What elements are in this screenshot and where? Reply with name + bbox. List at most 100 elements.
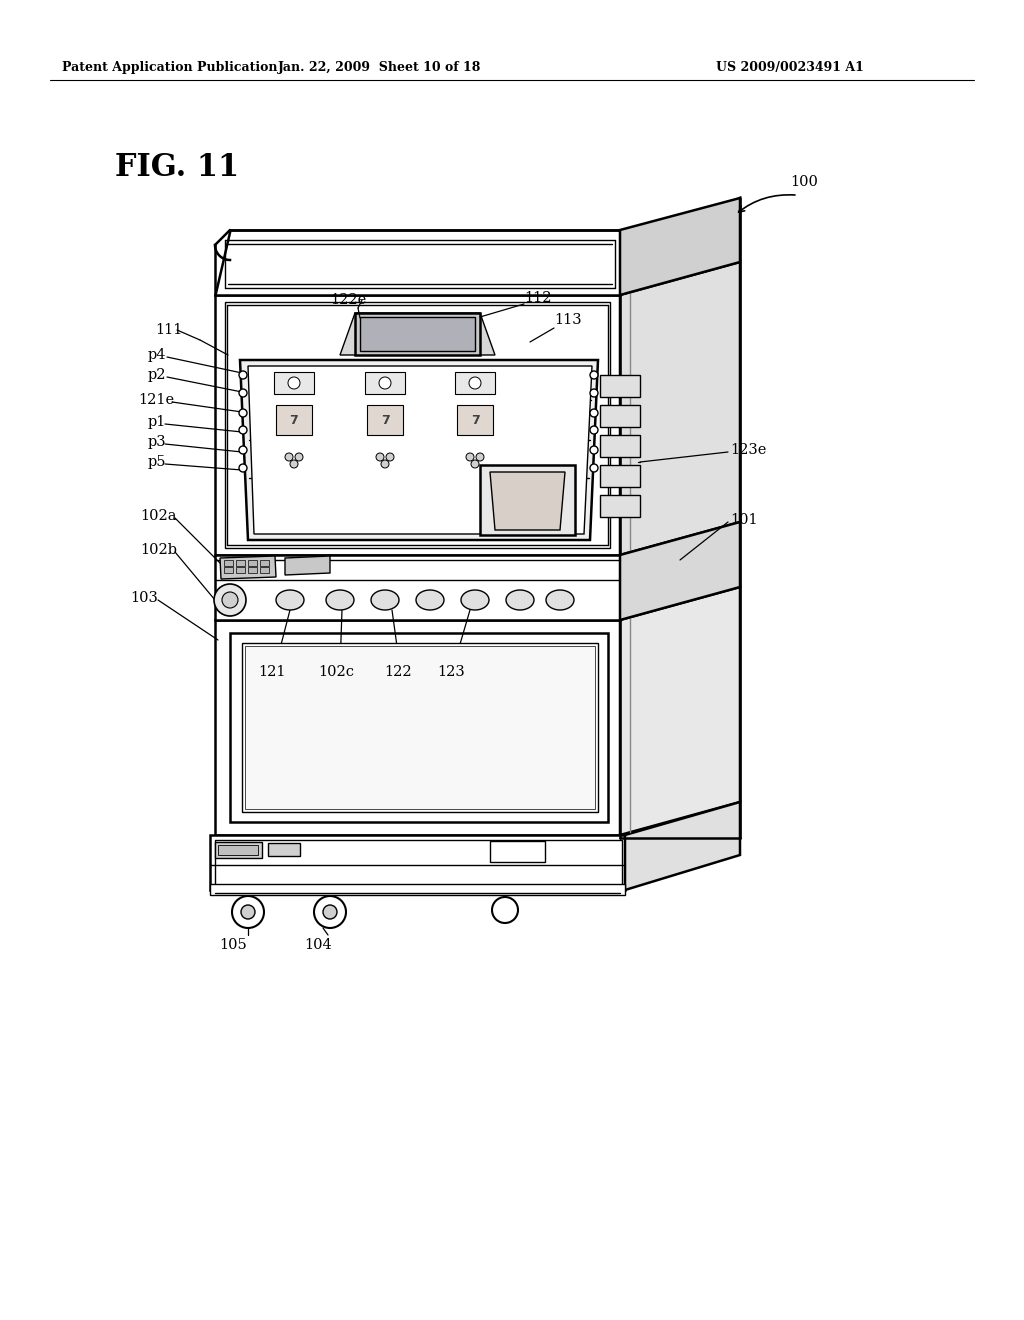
Polygon shape bbox=[620, 198, 740, 294]
Text: 7: 7 bbox=[471, 413, 479, 426]
Polygon shape bbox=[455, 372, 495, 393]
Circle shape bbox=[232, 896, 264, 928]
Polygon shape bbox=[276, 405, 312, 436]
Polygon shape bbox=[268, 843, 300, 855]
Polygon shape bbox=[248, 568, 257, 573]
Circle shape bbox=[241, 906, 255, 919]
Polygon shape bbox=[285, 556, 330, 576]
Polygon shape bbox=[365, 372, 406, 393]
Circle shape bbox=[323, 906, 337, 919]
Polygon shape bbox=[457, 405, 493, 436]
Circle shape bbox=[379, 378, 391, 389]
Polygon shape bbox=[215, 230, 620, 294]
Ellipse shape bbox=[276, 590, 304, 610]
Polygon shape bbox=[215, 840, 622, 886]
Text: p2: p2 bbox=[148, 368, 167, 381]
Text: Jan. 22, 2009  Sheet 10 of 18: Jan. 22, 2009 Sheet 10 of 18 bbox=[279, 62, 481, 74]
Circle shape bbox=[314, 896, 346, 928]
Polygon shape bbox=[225, 302, 610, 548]
Polygon shape bbox=[236, 560, 245, 566]
Circle shape bbox=[492, 898, 518, 923]
Circle shape bbox=[476, 453, 484, 461]
Polygon shape bbox=[260, 560, 269, 566]
Circle shape bbox=[471, 459, 479, 469]
Polygon shape bbox=[248, 560, 257, 566]
Polygon shape bbox=[218, 845, 258, 855]
Circle shape bbox=[222, 591, 238, 609]
Polygon shape bbox=[215, 554, 620, 620]
Text: 122e: 122e bbox=[330, 293, 367, 308]
Polygon shape bbox=[224, 568, 233, 573]
Circle shape bbox=[590, 389, 598, 397]
Polygon shape bbox=[210, 884, 625, 895]
Circle shape bbox=[285, 453, 293, 461]
Text: 103: 103 bbox=[130, 591, 158, 605]
Text: 123: 123 bbox=[437, 665, 465, 678]
Polygon shape bbox=[625, 803, 740, 890]
Polygon shape bbox=[340, 313, 495, 355]
Polygon shape bbox=[224, 560, 233, 566]
Circle shape bbox=[239, 446, 247, 454]
Text: Patent Application Publication: Patent Application Publication bbox=[62, 62, 278, 74]
Circle shape bbox=[239, 465, 247, 473]
Polygon shape bbox=[620, 587, 740, 836]
Text: 112: 112 bbox=[524, 290, 552, 305]
Polygon shape bbox=[620, 261, 740, 554]
Circle shape bbox=[386, 453, 394, 461]
Text: 102c: 102c bbox=[318, 665, 354, 678]
Text: 121: 121 bbox=[258, 665, 286, 678]
Polygon shape bbox=[248, 366, 592, 535]
Polygon shape bbox=[360, 317, 475, 351]
Polygon shape bbox=[215, 842, 262, 858]
Polygon shape bbox=[600, 375, 640, 397]
Text: p4: p4 bbox=[148, 348, 167, 362]
Polygon shape bbox=[355, 313, 480, 355]
Circle shape bbox=[214, 583, 246, 616]
Text: 7: 7 bbox=[290, 413, 298, 426]
Circle shape bbox=[590, 371, 598, 379]
Text: 104: 104 bbox=[304, 939, 332, 952]
Text: FIG. 11: FIG. 11 bbox=[115, 153, 240, 183]
Ellipse shape bbox=[461, 590, 489, 610]
Ellipse shape bbox=[326, 590, 354, 610]
Polygon shape bbox=[236, 568, 245, 573]
Polygon shape bbox=[215, 620, 620, 836]
Circle shape bbox=[381, 459, 389, 469]
Text: 102b: 102b bbox=[140, 543, 177, 557]
Circle shape bbox=[466, 453, 474, 461]
Circle shape bbox=[469, 378, 481, 389]
Polygon shape bbox=[240, 360, 598, 540]
Polygon shape bbox=[230, 634, 608, 822]
Circle shape bbox=[295, 453, 303, 461]
Polygon shape bbox=[620, 521, 740, 620]
Polygon shape bbox=[490, 841, 545, 862]
Polygon shape bbox=[367, 405, 403, 436]
Text: 111: 111 bbox=[155, 323, 182, 337]
Text: 122: 122 bbox=[384, 665, 412, 678]
Circle shape bbox=[590, 446, 598, 454]
Text: 100: 100 bbox=[790, 176, 818, 189]
Text: 101: 101 bbox=[730, 513, 758, 527]
Polygon shape bbox=[242, 643, 598, 812]
Polygon shape bbox=[274, 372, 314, 393]
Polygon shape bbox=[215, 294, 620, 554]
Text: p5: p5 bbox=[148, 455, 167, 469]
Circle shape bbox=[288, 378, 300, 389]
Circle shape bbox=[239, 371, 247, 379]
Text: 102a: 102a bbox=[140, 510, 176, 523]
Polygon shape bbox=[600, 405, 640, 426]
Text: p3: p3 bbox=[148, 436, 167, 449]
Ellipse shape bbox=[371, 590, 399, 610]
Polygon shape bbox=[220, 556, 276, 579]
Text: 7: 7 bbox=[381, 413, 389, 426]
Ellipse shape bbox=[506, 590, 534, 610]
Polygon shape bbox=[600, 465, 640, 487]
Polygon shape bbox=[600, 436, 640, 457]
Polygon shape bbox=[245, 645, 595, 809]
Circle shape bbox=[590, 426, 598, 434]
Ellipse shape bbox=[416, 590, 444, 610]
Polygon shape bbox=[600, 495, 640, 517]
Ellipse shape bbox=[546, 590, 574, 610]
Circle shape bbox=[239, 409, 247, 417]
Circle shape bbox=[376, 453, 384, 461]
